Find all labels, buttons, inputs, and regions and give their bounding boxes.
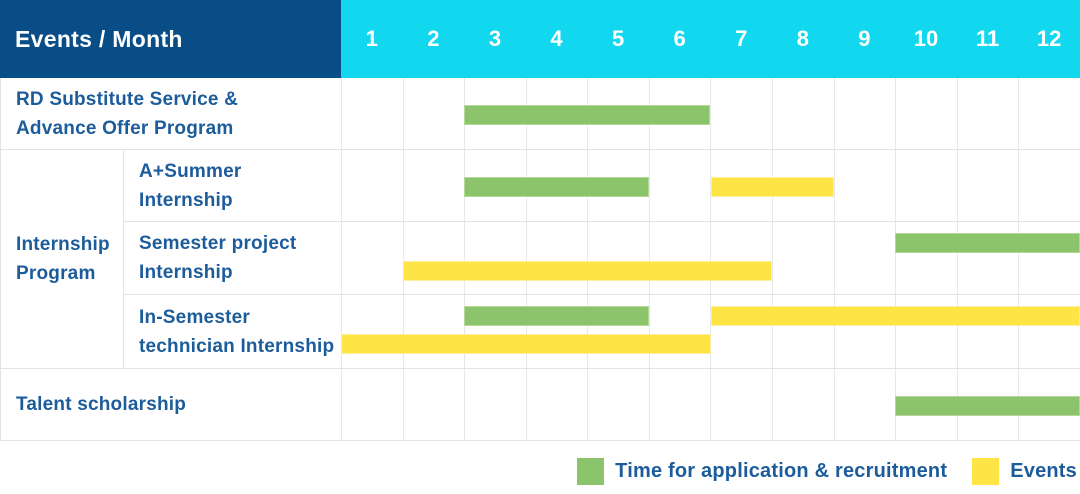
grid-cell xyxy=(402,150,465,221)
grid-cell xyxy=(772,78,834,149)
grid-cell xyxy=(895,295,957,368)
row-label: RD Substitute Service & Advance Offer Pr… xyxy=(16,88,239,139)
grid-cell xyxy=(956,295,1019,368)
grid-cell xyxy=(1018,222,1080,294)
month-label: 8 xyxy=(796,26,809,51)
row-label: Semester project Internship xyxy=(139,233,297,283)
grid-cell xyxy=(772,295,834,368)
grid-cell xyxy=(1018,78,1080,149)
gantt-row: A+Summer Internship xyxy=(124,150,1080,222)
gantt-row: Talent scholarship xyxy=(1,369,1080,441)
legend-events-swatch xyxy=(972,457,1000,485)
gantt-row: RD Substitute Service & Advance Offer Pr… xyxy=(1,78,1080,150)
month-label: 9 xyxy=(858,26,871,51)
gantt-row-chart-area xyxy=(341,78,1080,149)
grid-cell xyxy=(464,295,526,368)
month-label: 7 xyxy=(735,26,748,51)
row-label: In-Semester technician Internship xyxy=(139,306,335,357)
grid-cell xyxy=(956,150,1019,221)
gantt-row-chart-area xyxy=(341,222,1080,294)
grid-cell xyxy=(833,222,896,294)
month-label: 6 xyxy=(673,26,686,51)
month-label: 11 xyxy=(975,26,1000,51)
grid-cell xyxy=(772,222,834,294)
month-label: 1 xyxy=(365,26,378,51)
month-label: 3 xyxy=(488,26,502,51)
events-bar xyxy=(402,261,773,281)
grid-cell xyxy=(895,78,957,149)
events-bar xyxy=(341,334,711,354)
grid-cell xyxy=(833,295,896,368)
gantt-row: In-Semester technician Internship xyxy=(124,295,1080,368)
grid-cell xyxy=(833,78,896,149)
grid-cell xyxy=(710,369,772,440)
grid-cell xyxy=(402,295,465,368)
grid-cell xyxy=(525,222,588,294)
application-recruitment-bar xyxy=(895,396,1080,416)
grid-cell xyxy=(648,222,711,294)
application-recruitment-bar xyxy=(464,306,649,326)
grid-cell xyxy=(1018,150,1080,221)
grid-cell xyxy=(587,295,649,368)
grid-cell xyxy=(525,369,588,440)
grid-cell xyxy=(833,369,896,440)
grid-cell xyxy=(402,369,465,440)
grid-cell xyxy=(464,369,526,440)
events-month-header: Events / Month xyxy=(0,0,341,78)
gantt-row-chart-area xyxy=(341,295,1080,368)
grid-cell xyxy=(1018,295,1080,368)
grid-cell xyxy=(710,78,772,149)
row-label: A+Summer Internship xyxy=(139,160,242,211)
grid-cell xyxy=(710,222,772,294)
grid-cell xyxy=(402,78,465,149)
table-header-row: Events / Month 1 2 3 4 5 6 7 8 9 10 11 12 xyxy=(0,0,1080,78)
grid-cell xyxy=(956,78,1019,149)
gantt-body: RD Substitute Service & Advance Offer Pr… xyxy=(0,78,1080,441)
grid-cell xyxy=(341,78,403,149)
row-label: Talent scholarship xyxy=(16,394,187,415)
grid-cell xyxy=(648,150,711,221)
legend-events-label: Events xyxy=(1010,459,1077,482)
month-label: 2 xyxy=(427,26,440,51)
grid-cell xyxy=(833,150,896,221)
grid-cell xyxy=(341,150,403,221)
grid-cell xyxy=(587,222,649,294)
application-recruitment-bar xyxy=(895,233,1080,253)
gantt-row-group: Internship Program A+Summer Internship Sem… xyxy=(1,150,1080,369)
events-bar xyxy=(710,306,1080,326)
grid-cell xyxy=(587,369,649,440)
grid-cell xyxy=(341,369,403,440)
legend-application-swatch xyxy=(577,457,605,485)
grid-cell xyxy=(772,369,834,440)
group-label: Internship Program xyxy=(1,150,124,368)
grid-cell xyxy=(956,222,1019,294)
legend: Time for application & recruitment Event… xyxy=(0,441,1080,494)
grid-cell xyxy=(895,150,957,221)
grid-cell xyxy=(464,222,526,294)
application-recruitment-bar xyxy=(464,105,711,125)
legend-application-label: Time for application & recruitment xyxy=(615,459,948,482)
month-label: 12 xyxy=(1036,26,1062,51)
month-label: 4 xyxy=(550,26,563,51)
month-label: 5 xyxy=(611,26,625,51)
group-subrows: A+Summer Internship Semester project Inte… xyxy=(124,150,1080,368)
application-recruitment-bar xyxy=(464,177,649,197)
grid-cell xyxy=(402,222,465,294)
gantt-row: Semester project Internship xyxy=(124,222,1080,295)
grid-cell xyxy=(648,369,711,440)
month-header-strip: 1 2 3 4 5 6 7 8 9 10 11 12 xyxy=(341,0,1080,78)
grid-cell xyxy=(710,295,772,368)
month-label: 10 xyxy=(913,26,939,51)
grid-cell xyxy=(341,222,403,294)
grid-cell xyxy=(895,222,957,294)
grid-cell xyxy=(525,295,588,368)
events-bar xyxy=(710,177,834,197)
gantt-row-chart-area xyxy=(341,150,1080,221)
grid-cell xyxy=(648,295,711,368)
gantt-row-chart-area xyxy=(341,369,1080,440)
grid-cell xyxy=(341,295,403,368)
